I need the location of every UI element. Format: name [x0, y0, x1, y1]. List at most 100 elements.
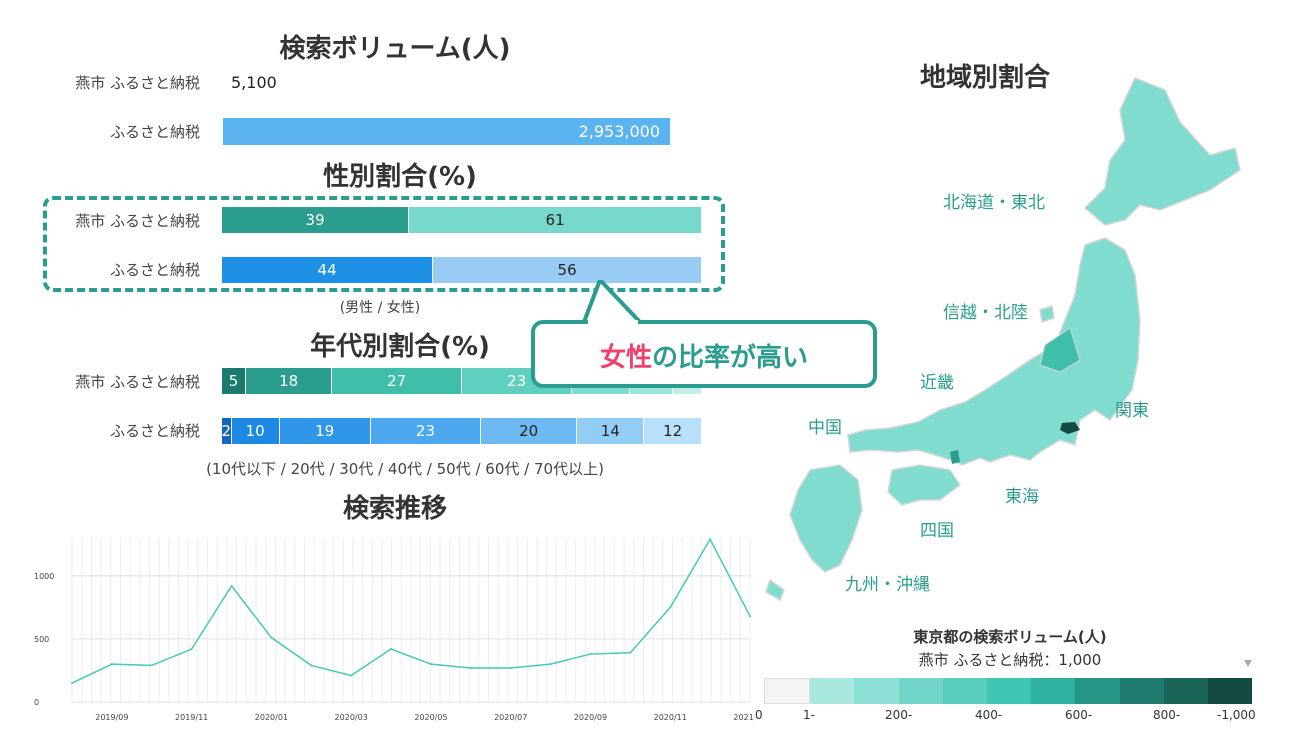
- trend-data-point: [589, 653, 592, 656]
- gender-title: 性別割合(%): [323, 162, 477, 192]
- trend-data-point: [270, 636, 273, 639]
- gender-highlight-box: [43, 196, 725, 292]
- legend-tick-label: -1,000: [1217, 708, 1256, 722]
- region-label-kyushu: 九州・沖縄: [845, 575, 930, 595]
- age-row-label-1: 燕市 ふるさと納税: [75, 373, 200, 391]
- tokyo-highlight: [1060, 422, 1080, 434]
- x-tick-label: 2020/07: [494, 713, 527, 722]
- legend-color-swatch: [854, 678, 899, 704]
- y-tick-label: 1000: [34, 572, 54, 581]
- region-label-chugoku: 中国: [808, 418, 842, 438]
- y-tick-label: 0: [34, 698, 39, 707]
- sado-shape: [1039, 305, 1055, 323]
- sv-row-label-2: ふるさと納税: [109, 123, 200, 141]
- legend-color-swatch: [1075, 678, 1120, 704]
- callout-box: [531, 320, 877, 388]
- legend-color-swatch: [1031, 678, 1076, 704]
- kyushu-shape: [789, 464, 863, 573]
- legend-color-swatch: [986, 678, 1032, 704]
- trend-line-chart: 0 500 1000 2019/09 2019/11 2020/01 2020/03 2020…: [34, 537, 754, 722]
- map-title: 地域別割合: [919, 63, 1050, 93]
- hokkaido-shape: [1083, 77, 1241, 226]
- x-tick-label: 2019/09: [95, 713, 128, 722]
- callout-pointer-mask: [588, 320, 638, 325]
- trend-data-point: [350, 674, 353, 677]
- gender-bar-1: 39 61: [222, 207, 702, 233]
- trend-data-point: [749, 615, 751, 618]
- legend-color-swatch: [764, 678, 811, 704]
- trend-data-point: [150, 664, 153, 667]
- trend-data-point: [190, 648, 193, 651]
- bar-segment: 19: [279, 418, 371, 444]
- x-tick-label: 2020/11: [654, 713, 687, 722]
- trend-data-point: [469, 666, 472, 669]
- callout-rest: の比率が高い: [652, 343, 809, 373]
- map-legend-title: 東京都の検索ボリューム(人): [913, 628, 1107, 646]
- trend-data-point: [390, 648, 393, 651]
- shiga-highlight: [950, 450, 960, 464]
- trend-data-point: [709, 538, 712, 541]
- triangle-down-icon: [1244, 660, 1252, 667]
- legend-tick-label: 200-: [885, 708, 913, 722]
- legend-color-swatch: [1163, 678, 1208, 704]
- bar-segment: 20: [481, 418, 578, 444]
- legend-tick-label: 800-: [1153, 708, 1181, 722]
- legend-color-swatch: [898, 678, 943, 704]
- region-label-kinki: 近畿: [920, 373, 954, 393]
- gender-bar-2: 44 56: [222, 257, 702, 283]
- gender-legend: (男性 / 女性): [339, 300, 421, 316]
- sv-value-label-2: 2,953,000: [578, 122, 660, 141]
- bar-segment: 2: [222, 418, 232, 444]
- niigata-shade: [1039, 327, 1081, 373]
- legend-tick-label: 1-: [803, 708, 815, 722]
- x-tick-label: 2021/01: [733, 713, 754, 722]
- legend-color-swatch: [1207, 678, 1253, 704]
- trend-series-line: [71, 537, 751, 684]
- trend-data-point: [71, 682, 73, 685]
- okinawa-shape: [765, 578, 785, 602]
- shikoku-shape: [887, 464, 962, 506]
- trend-title: 検索推移: [342, 494, 447, 524]
- age-bar-2: 2 10 19 23 20 14 12: [222, 418, 702, 444]
- sv-bar-2: [223, 118, 670, 145]
- y-tick-label: 500: [34, 635, 49, 644]
- trend-data-point: [629, 651, 632, 654]
- search-volume-title: 検索ボリューム(人): [279, 34, 511, 64]
- bar-segment: 12: [644, 418, 702, 444]
- bar-segment: 5: [222, 368, 246, 394]
- legend-color-swatch: [942, 678, 987, 704]
- sv-row-label-1: 燕市 ふるさと納税: [75, 74, 200, 92]
- map-legend-subtitle: 燕市 ふるさと納税：1,000: [918, 651, 1102, 669]
- legend-tick-label: 0: [755, 708, 763, 722]
- region-label-shikoku: 四国: [920, 521, 954, 541]
- gender-row-label-1: 燕市 ふるさと納税: [75, 212, 200, 230]
- bar-segment: 10: [231, 418, 280, 444]
- bar-segment: 23: [370, 418, 482, 444]
- x-tick-label: 2020/05: [414, 713, 447, 722]
- legend-tick-label: 600-: [1065, 708, 1093, 722]
- bar-segment: 27: [332, 368, 462, 394]
- age-row-label-2: ふるさと納税: [109, 422, 200, 440]
- age-legend: (10代以下 / 20代 / 30代 / 40代 / 50代 / 60代 / 7…: [206, 460, 604, 478]
- bar-segment: 44: [222, 257, 434, 283]
- trend-data-point: [429, 663, 432, 666]
- map-legend-scale: [764, 678, 1253, 704]
- age-title: 年代別割合(%): [310, 332, 490, 362]
- legend-tick-label: 400-: [975, 708, 1003, 722]
- callout-highlight: 女性: [599, 343, 652, 373]
- legend-color-swatch: [810, 678, 855, 704]
- map-legend-ticks: 0 1- 200- 400- 600- 800- -1,000: [755, 708, 1285, 726]
- trend-data-point: [230, 584, 233, 587]
- region-label-tohoku: 北海道・東北: [943, 193, 1045, 213]
- bar-segment: 14: [577, 418, 645, 444]
- x-tick-label: 2020/09: [574, 713, 607, 722]
- honshu-shape: [847, 237, 1141, 466]
- bar-segment: 39: [222, 207, 410, 233]
- trend-data-point: [110, 663, 113, 666]
- trend-data-point: [669, 606, 672, 609]
- japan-map: [765, 77, 1241, 602]
- sv-value-label-1: 5,100: [231, 73, 277, 92]
- trend-data-point: [310, 664, 313, 667]
- region-label-shinetsu: 信越・北陸: [943, 303, 1028, 323]
- callout-text: 女性の比率が高い: [531, 337, 877, 374]
